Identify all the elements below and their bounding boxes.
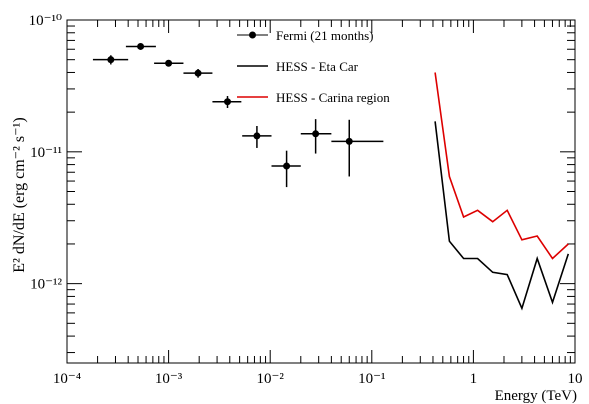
x-tick-label: 10 [568, 371, 583, 387]
y-tick-label: 10⁻¹⁰ [29, 13, 62, 29]
data-point [345, 137, 353, 145]
legend-label-eta-car: HESS - Eta Car [276, 59, 359, 74]
data-point [194, 69, 202, 77]
series-lines [434, 72, 570, 311]
y-axis-label: E² dN/dE (erg cm⁻² s⁻¹) [11, 117, 28, 272]
legend-marker-fermi [249, 31, 256, 39]
minor-ticks [67, 20, 575, 363]
x-tick-labels: 10⁻⁴ 10⁻³ 10⁻² 10⁻¹ 1 10 [53, 371, 583, 387]
data-point [253, 132, 261, 140]
x-tick-label: 10⁻² [256, 371, 284, 387]
x-tick-label: 1 [470, 371, 478, 387]
x-tick-label: 10⁻⁴ [53, 371, 81, 387]
legend-label-carina-region: HESS - Carina region [276, 90, 390, 105]
y-tick-label: 10⁻¹¹ [30, 145, 62, 161]
legend-label-fermi: Fermi (21 months) [276, 28, 374, 43]
data-point [312, 130, 320, 138]
data-point [224, 98, 232, 106]
fermi-points [107, 42, 353, 170]
data-point [165, 59, 173, 67]
x-tick-label: 10⁻¹ [358, 371, 385, 387]
x-axis-label: Energy (TeV) [495, 388, 577, 404]
line-hess-carina-region [434, 72, 569, 260]
major-ticks [66, 19, 576, 363]
data-point [283, 162, 291, 170]
x-tick-label: 10⁻³ [155, 371, 183, 387]
line-hess-eta-car [434, 121, 570, 311]
data-point [107, 56, 115, 64]
data-point [137, 42, 145, 50]
legend: Fermi (21 months) HESS - Eta Car HESS - … [237, 28, 390, 105]
y-tick-labels: 10⁻¹² 10⁻¹¹ 10⁻¹⁰ [29, 13, 63, 293]
y-tick-label: 10⁻¹² [30, 277, 62, 293]
